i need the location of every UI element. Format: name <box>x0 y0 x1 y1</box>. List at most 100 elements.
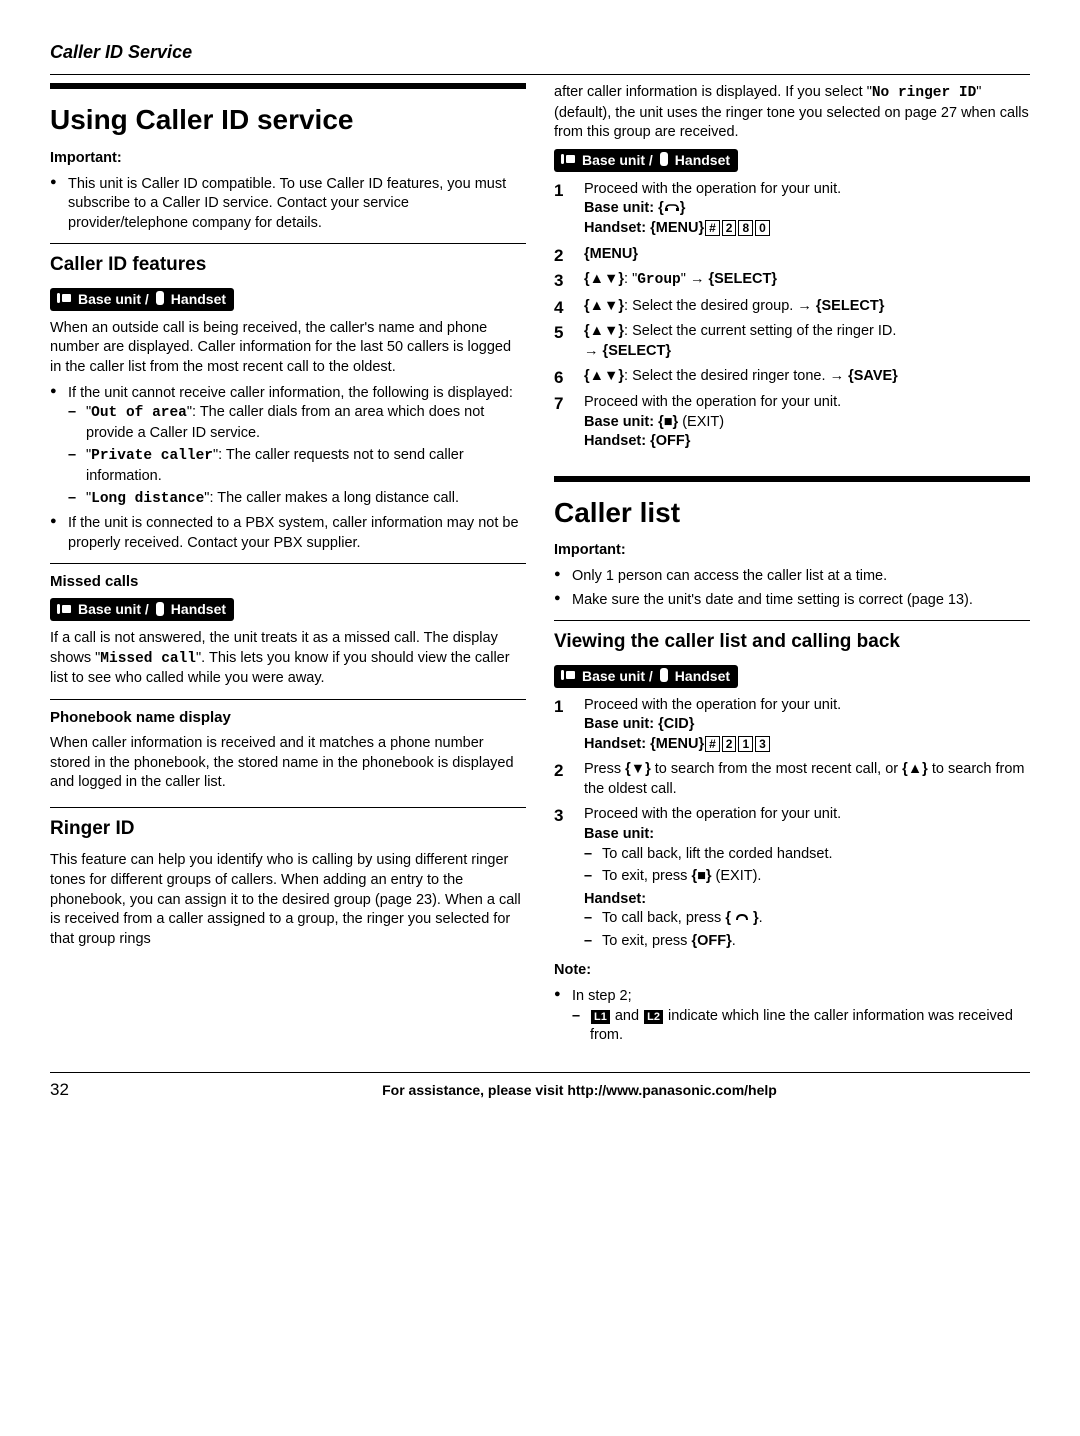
base-unit-label: Base unit: <box>584 716 654 732</box>
key-8: 8 <box>738 220 753 236</box>
text: after caller information is displayed. I… <box>554 84 867 100</box>
viewing-title: Viewing the caller list and calling back <box>554 629 1030 655</box>
rule <box>50 807 526 808</box>
list-item: If the unit is connected to a PBX system… <box>50 514 526 553</box>
left-column: Using Caller ID service Important: This … <box>50 83 526 1053</box>
rule <box>50 243 526 244</box>
handset-label: Handset: <box>584 433 646 449</box>
rule <box>50 74 1030 75</box>
missed-paragraph: If a call is not answered, the unit trea… <box>50 629 526 689</box>
base-handset-badge: Base unit / Handset <box>554 149 738 172</box>
base-unit-icon <box>560 153 576 167</box>
page-footer: 32 For assistance, please visit http://w… <box>50 1072 1030 1102</box>
key-hash: # <box>705 220 720 236</box>
step-2: 2 {MENU} <box>554 245 1030 265</box>
line2-icon: L2 <box>644 1010 663 1024</box>
menu-key: MENU <box>656 736 699 752</box>
text: (default), the unit uses the ringer tone… <box>554 105 1029 141</box>
off-key: OFF <box>697 933 726 949</box>
line1-icon: L1 <box>591 1010 610 1024</box>
caller-list-title: Caller list <box>554 494 1030 532</box>
handset-label: Handset: <box>584 220 646 236</box>
list-item: This unit is Caller ID compatible. To us… <box>50 175 526 234</box>
badge-text: Base unit / <box>582 667 653 686</box>
list-item: "Private caller": The caller requests no… <box>68 446 526 486</box>
important-label: Important: <box>554 541 1030 561</box>
off-key: OFF <box>656 433 685 449</box>
note-list: In step 2; L1 and L2 indicate which line… <box>554 987 1030 1046</box>
rule-thick <box>50 83 526 89</box>
ringer-id-title: Ringer ID <box>50 816 526 842</box>
select-key: SELECT <box>608 343 665 359</box>
step-3: 3 {▲▼}: "Group" → {SELECT} <box>554 270 1030 291</box>
handset-icon <box>155 602 165 618</box>
sub-list: To call back, lift the corded handset. T… <box>584 845 1030 887</box>
viewing-steps: 1 Proceed with the operation for your un… <box>554 696 1030 952</box>
phonebook-name-title: Phonebook name display <box>50 708 526 728</box>
key-1: 1 <box>738 736 753 752</box>
badge-text: Base unit / <box>78 290 149 309</box>
text: If the unit cannot receive caller inform… <box>68 385 513 401</box>
select-key: SELECT <box>822 298 879 314</box>
menu-key: MENU <box>656 220 699 236</box>
text: to search from the most recent call, or <box>651 761 902 777</box>
ringer-steps: 1 Proceed with the operation for your un… <box>554 180 1030 452</box>
step-2: 2 Press {▼} to search from the most rece… <box>554 760 1030 799</box>
badge-handset-text: Handset <box>171 600 226 619</box>
handset-icon <box>659 152 669 168</box>
key-3: 3 <box>755 736 770 752</box>
step-3: 3 Proceed with the operation for your un… <box>554 805 1030 951</box>
base-handset-badge: Base unit / Handset <box>554 665 738 688</box>
badge-text: Base unit / <box>582 151 653 170</box>
page-columns: Using Caller ID service Important: This … <box>50 83 1030 1053</box>
list-item: "Out of area": The caller dials from an … <box>68 403 526 443</box>
code: Long distance <box>91 491 204 507</box>
badge-handset-text: Handset <box>675 667 730 686</box>
list-item: L1 and L2 indicate which line the caller… <box>572 1007 1030 1046</box>
talk-icon <box>735 910 749 926</box>
base-unit-icon <box>560 669 576 683</box>
step-7: 7 Proceed with the operation for your un… <box>554 393 1030 452</box>
text: Proceed with the operation for your unit… <box>584 806 841 822</box>
text: To call back, press <box>602 910 725 926</box>
ringer-id-paragraph: This feature can help you identify who i… <box>50 851 526 949</box>
updown-icon: ▲▼ <box>590 271 619 287</box>
handset-icon <box>659 668 669 684</box>
code: Out of area <box>91 405 187 421</box>
sub-list: "Out of area": The caller dials from an … <box>68 403 526 510</box>
text: In step 2; <box>572 988 632 1004</box>
updown-icon: ▲▼ <box>590 323 619 339</box>
handset-label: Handset: <box>584 736 646 752</box>
cid-key: CID <box>664 716 689 732</box>
assistance-text: For assistance, please visit http://www.… <box>129 1081 1030 1100</box>
code: Private caller <box>91 448 213 464</box>
list-item: To call back, press { }. <box>584 909 1030 929</box>
key-2: 2 <box>722 220 737 236</box>
key-0: 0 <box>755 220 770 236</box>
note-label: Note: <box>554 961 1030 981</box>
base-unit-label: Base unit: <box>584 414 654 430</box>
step-1: 1 Proceed with the operation for your un… <box>554 180 1030 239</box>
text: Press <box>584 761 625 777</box>
exit-label: (EXIT) <box>682 414 724 430</box>
updown-icon: ▲▼ <box>590 368 619 384</box>
code: Missed call <box>100 651 196 667</box>
base-unit-label: Base unit: <box>584 826 654 842</box>
important-list: This unit is Caller ID compatible. To us… <box>50 175 526 234</box>
text: Select the current setting of the ringer… <box>632 323 896 339</box>
list-item: Make sure the unit's date and time setti… <box>554 591 1030 611</box>
list-item: To exit, press {■} (EXIT). <box>584 867 1030 887</box>
list-item: Only 1 person can access the caller list… <box>554 567 1030 587</box>
text: To exit, press <box>602 933 691 949</box>
section-header: Caller ID Service <box>50 40 1030 75</box>
page-number: 32 <box>50 1079 69 1102</box>
phonebook-name-paragraph: When caller information is received and … <box>50 734 526 793</box>
updown-icon: ▲▼ <box>590 298 619 314</box>
badge-handset-text: Handset <box>171 290 226 309</box>
list-item: "Long distance": The caller makes a long… <box>68 489 526 510</box>
list-item: In step 2; L1 and L2 indicate which line… <box>554 987 1030 1046</box>
rule <box>554 620 1030 621</box>
features-intro: When an outside call is being received, … <box>50 319 526 378</box>
base-unit-icon <box>56 292 72 306</box>
key-2: 2 <box>722 736 737 752</box>
